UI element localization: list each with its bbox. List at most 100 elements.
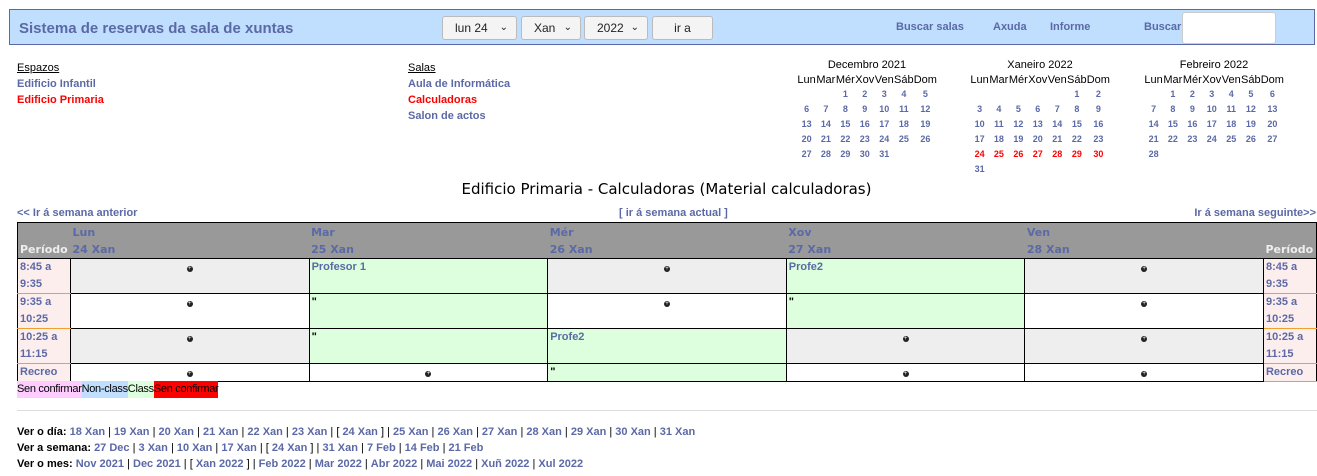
view-day-link[interactable]: 21 Xan: [202, 426, 239, 438]
calendar-day[interactable]: 5: [922, 88, 928, 99]
calendar-day[interactable]: 25: [898, 133, 909, 144]
add-booking-icon[interactable]: +: [663, 301, 670, 307]
calendar-day[interactable]: 7: [823, 103, 829, 114]
day-header-xov[interactable]: Xov 27 Xan: [786, 222, 1025, 259]
calendar-day[interactable]: 3: [1209, 88, 1215, 99]
calendar-day[interactable]: 21: [820, 133, 831, 144]
calendar-day[interactable]: 16: [1187, 118, 1198, 129]
calendar-day[interactable]: 18: [1226, 118, 1237, 129]
empty-slot[interactable]: +: [1024, 258, 1264, 294]
period-cell[interactable]: 8:45 a 9:35: [1263, 258, 1317, 294]
add-booking-icon[interactable]: +: [186, 336, 193, 342]
day-header-lun[interactable]: Lun 24 Xan: [70, 222, 310, 259]
calendar-day[interactable]: 25: [993, 148, 1004, 159]
calendar-day[interactable]: 1: [842, 88, 848, 99]
calendar-day[interactable]: 23: [1187, 133, 1198, 144]
add-booking-icon[interactable]: +: [663, 266, 670, 272]
calendar-day[interactable]: 9: [862, 103, 868, 114]
calendar-day[interactable]: 10: [879, 103, 890, 114]
calendar-day[interactable]: 22: [1071, 133, 1082, 144]
add-booking-icon[interactable]: +: [1141, 301, 1148, 307]
add-booking-icon[interactable]: +: [186, 371, 193, 377]
view-month-link[interactable]: Xuñ 2022: [481, 458, 530, 470]
calendar-day[interactable]: 22: [1167, 133, 1178, 144]
booking-cell[interactable]: ": [308, 328, 549, 364]
view-week-link[interactable]: 21 Feb: [448, 442, 484, 454]
calendar-day[interactable]: 21: [1148, 133, 1159, 144]
add-booking-icon[interactable]: +: [186, 266, 193, 272]
calendar-day[interactable]: 4: [901, 88, 907, 99]
calendar-day[interactable]: 16: [859, 118, 870, 129]
calendar-day[interactable]: 5: [1248, 88, 1254, 99]
day-header-mar[interactable]: Mar 25 Xan: [309, 222, 548, 259]
next-week-link[interactable]: Ir á semana seguinte>>: [1194, 207, 1316, 219]
calendar-day[interactable]: 16: [1093, 118, 1104, 129]
view-day-link[interactable]: 28 Xan: [526, 426, 562, 438]
calendar-day[interactable]: 11: [899, 103, 909, 114]
calendar-day[interactable]: 27: [1032, 148, 1043, 159]
calendar-day[interactable]: 27: [801, 148, 812, 159]
day-select[interactable]: lun 24 ⌄: [442, 16, 517, 40]
area-link[interactable]: Edificio Primaria: [17, 94, 104, 106]
calendar-day[interactable]: 17: [974, 133, 985, 144]
day-header-ven[interactable]: Ven 28 Xan: [1024, 222, 1264, 259]
previous-week-link[interactable]: << Ir á semana anterior: [17, 207, 138, 219]
calendar-day[interactable]: 24: [879, 133, 890, 144]
calendar-day[interactable]: 4: [1228, 88, 1234, 99]
calendar-day[interactable]: 28: [1148, 148, 1159, 159]
search-rooms-link[interactable]: Buscar salas: [896, 21, 964, 33]
calendar-day[interactable]: 29: [1071, 148, 1082, 159]
calendar-day[interactable]: 7: [1054, 103, 1060, 114]
view-day-link[interactable]: 22 Xan: [247, 426, 283, 438]
calendar-day[interactable]: 12: [920, 103, 931, 114]
empty-slot[interactable]: +: [308, 363, 549, 382]
room-link[interactable]: Calculadoras: [408, 94, 478, 106]
calendar-day[interactable]: 19: [920, 118, 931, 129]
goto-button[interactable]: ir a: [652, 16, 713, 40]
calendar-day[interactable]: 2: [1095, 88, 1101, 99]
empty-slot[interactable]: +: [785, 328, 1026, 364]
view-day-link[interactable]: 19 Xan: [114, 426, 150, 438]
view-day-link[interactable]: 30 Xan: [615, 426, 651, 438]
calendar-day[interactable]: 14: [820, 118, 831, 129]
view-day-link[interactable]: 31 Xan: [659, 426, 696, 438]
add-booking-icon[interactable]: +: [1141, 371, 1148, 377]
calendar-day[interactable]: 28: [1052, 148, 1063, 159]
view-month-link[interactable]: Feb 2022: [258, 458, 306, 470]
calendar-day[interactable]: 26: [1013, 148, 1024, 159]
calendar-day[interactable]: 24: [1206, 133, 1217, 144]
period-cell[interactable]: 9:35 a 10:25: [17, 293, 71, 329]
view-day-link[interactable]: 27 Xan: [481, 426, 518, 438]
calendar-day[interactable]: 10: [974, 118, 985, 129]
calendar-day[interactable]: 26: [1245, 133, 1256, 144]
view-week-link[interactable]: 3 Xan: [138, 442, 168, 454]
period-cell[interactable]: 9:35 a 10:25: [1263, 293, 1317, 329]
calendar-day[interactable]: 18: [993, 133, 1004, 144]
calendar-day[interactable]: 19: [1013, 133, 1024, 144]
empty-slot[interactable]: +: [1024, 363, 1264, 382]
calendar-day[interactable]: 15: [840, 118, 851, 129]
calendar-day[interactable]: 15: [1071, 118, 1082, 129]
empty-slot[interactable]: +: [69, 363, 310, 382]
view-week-link[interactable]: 7 Feb: [366, 442, 396, 454]
calendar-day[interactable]: 26: [920, 133, 931, 144]
booking-cell[interactable]: ": [308, 293, 549, 329]
calendar-day[interactable]: 6: [1035, 103, 1041, 114]
empty-slot[interactable]: +: [547, 258, 787, 294]
view-day-link[interactable]: 20 Xan: [158, 426, 194, 438]
calendar-day[interactable]: 1: [1074, 88, 1080, 99]
calendar-day[interactable]: 24: [974, 148, 985, 159]
view-day-link[interactable]: 18 Xan: [69, 426, 106, 438]
view-week-link[interactable]: 27 Dec: [94, 442, 130, 454]
calendar-day[interactable]: 14: [1052, 118, 1063, 129]
calendar-day[interactable]: 10: [1206, 103, 1217, 114]
calendar-day[interactable]: 19: [1245, 118, 1256, 129]
calendar-day[interactable]: 23: [1093, 133, 1104, 144]
calendar-day[interactable]: 6: [804, 103, 810, 114]
view-month-link[interactable]: Mar 2022: [314, 458, 362, 470]
empty-slot[interactable]: +: [69, 258, 310, 294]
calendar-day[interactable]: 30: [859, 148, 870, 159]
calendar-day[interactable]: 2: [862, 88, 868, 99]
calendar-day[interactable]: 12: [1013, 118, 1024, 129]
year-select[interactable]: 2022 ⌄: [584, 16, 648, 40]
